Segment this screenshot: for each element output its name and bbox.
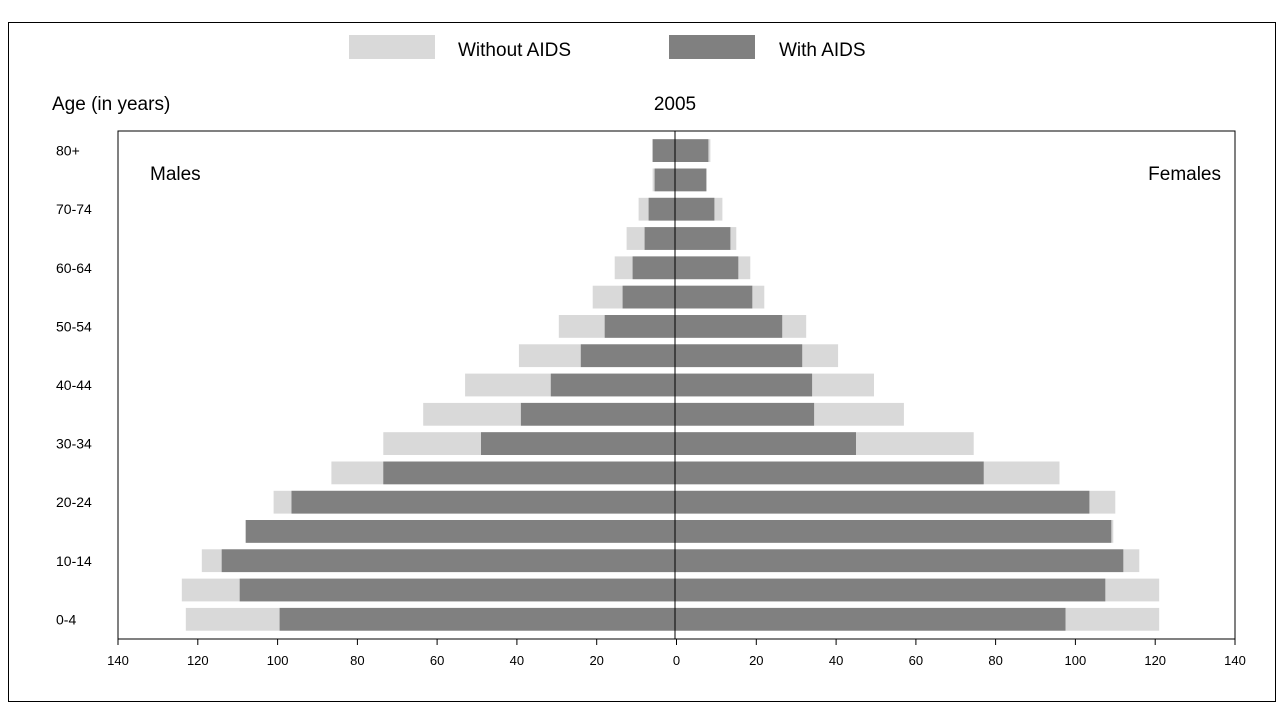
x-tick-label: 20 — [589, 653, 603, 668]
y-tick-label: 50-54 — [56, 318, 92, 334]
bar-males-with-aids-30-34 — [481, 432, 677, 455]
y-tick-labels: 80+ 70-74 60-64 50-54 40-44 30-34 20-24 10-14 0-… — [56, 143, 92, 628]
y-tick-label: 0-4 — [56, 611, 76, 627]
y-tick-label: 80+ — [56, 143, 80, 159]
x-tick-label: 60 — [430, 653, 444, 668]
bar-females-with-aids-10-14 — [676, 549, 1124, 573]
bar-males-with-aids-60-64 — [632, 256, 677, 280]
legend: Without AIDS With AIDS — [349, 35, 866, 61]
bar-males-with-aids-45-49 — [580, 344, 677, 368]
bar-males-with-aids-5-9 — [239, 578, 677, 602]
bar-females-with-aids-60-64 — [676, 256, 739, 280]
x-tick-label: 100 — [267, 653, 289, 668]
bar-females-with-aids-20-24 — [676, 490, 1090, 514]
bar-females-with-aids-5-9 — [676, 578, 1106, 602]
bar-males-with-aids-0-4 — [279, 607, 677, 631]
x-tick-label: 100 — [1065, 653, 1087, 668]
males-label: Males — [150, 164, 201, 185]
x-tick-label: 40 — [829, 653, 843, 668]
bar-males-with-aids-75-79 — [654, 168, 677, 192]
bar-males-with-aids-65-69 — [644, 227, 677, 250]
x-axis-ticks: 140 120 100 80 60 40 20 0 20 40 60 80 100 120 140 — [107, 639, 1246, 668]
x-tick-label: 80 — [350, 653, 364, 668]
y-tick-label: 10-14 — [56, 553, 92, 569]
x-tick-label: 20 — [749, 653, 763, 668]
legend-label-without-aids: Without AIDS — [458, 40, 571, 61]
y-axis-label: Age (in years) — [52, 94, 170, 115]
bar-females-with-aids-65-69 — [676, 227, 731, 250]
bars — [181, 139, 1160, 631]
bar-females-with-aids-35-39 — [676, 402, 815, 426]
bar-males-with-aids-70-74 — [648, 197, 677, 221]
x-tick-label: 60 — [909, 653, 923, 668]
x-tick-label: 80 — [988, 653, 1002, 668]
bar-females-with-aids-40-44 — [676, 373, 813, 397]
y-tick-label: 20-24 — [56, 494, 92, 510]
x-tick-label: 120 — [187, 653, 209, 668]
y-tick-label: 70-74 — [56, 201, 92, 217]
y-tick-label: 30-34 — [56, 436, 92, 452]
x-tick-label: 140 — [1224, 653, 1246, 668]
bar-females-with-aids-80+ — [676, 139, 709, 162]
chart-title: 2005 — [654, 94, 696, 115]
x-tick-label: 40 — [510, 653, 524, 668]
bar-females-with-aids-25-29 — [676, 461, 984, 485]
x-tick-label: 140 — [107, 653, 129, 668]
bar-males-with-aids-40-44 — [550, 373, 677, 397]
bar-females-with-aids-15-19 — [676, 520, 1112, 543]
population-pyramid-chart: Without AIDS With AIDS Age (in years) 20… — [52, 35, 1246, 668]
y-tick-label: 60-64 — [56, 260, 92, 276]
y-tick-label: 40-44 — [56, 377, 92, 393]
legend-swatch-without-aids — [349, 35, 435, 59]
bar-males-with-aids-80+ — [652, 139, 677, 162]
females-label: Females — [1148, 164, 1221, 185]
bar-males-with-aids-15-19 — [245, 520, 677, 543]
x-tick-label: 120 — [1144, 653, 1166, 668]
legend-swatch-with-aids — [669, 35, 755, 59]
bar-females-with-aids-30-34 — [676, 432, 856, 455]
bar-males-with-aids-20-24 — [291, 490, 677, 514]
x-tick-label: 0 — [673, 653, 680, 668]
bar-males-with-aids-25-29 — [383, 461, 677, 485]
bar-males-with-aids-10-14 — [221, 549, 677, 573]
bar-females-with-aids-50-54 — [676, 315, 783, 338]
bar-males-with-aids-35-39 — [520, 402, 677, 426]
bar-females-with-aids-75-79 — [676, 168, 707, 192]
legend-label-with-aids: With AIDS — [779, 40, 866, 61]
bar-females-with-aids-70-74 — [676, 197, 715, 221]
bar-females-with-aids-45-49 — [676, 344, 803, 368]
bar-males-with-aids-55-59 — [622, 285, 677, 309]
bar-females-with-aids-55-59 — [676, 285, 753, 309]
bar-females-with-aids-0-4 — [676, 607, 1066, 631]
bar-males-with-aids-50-54 — [604, 315, 677, 338]
